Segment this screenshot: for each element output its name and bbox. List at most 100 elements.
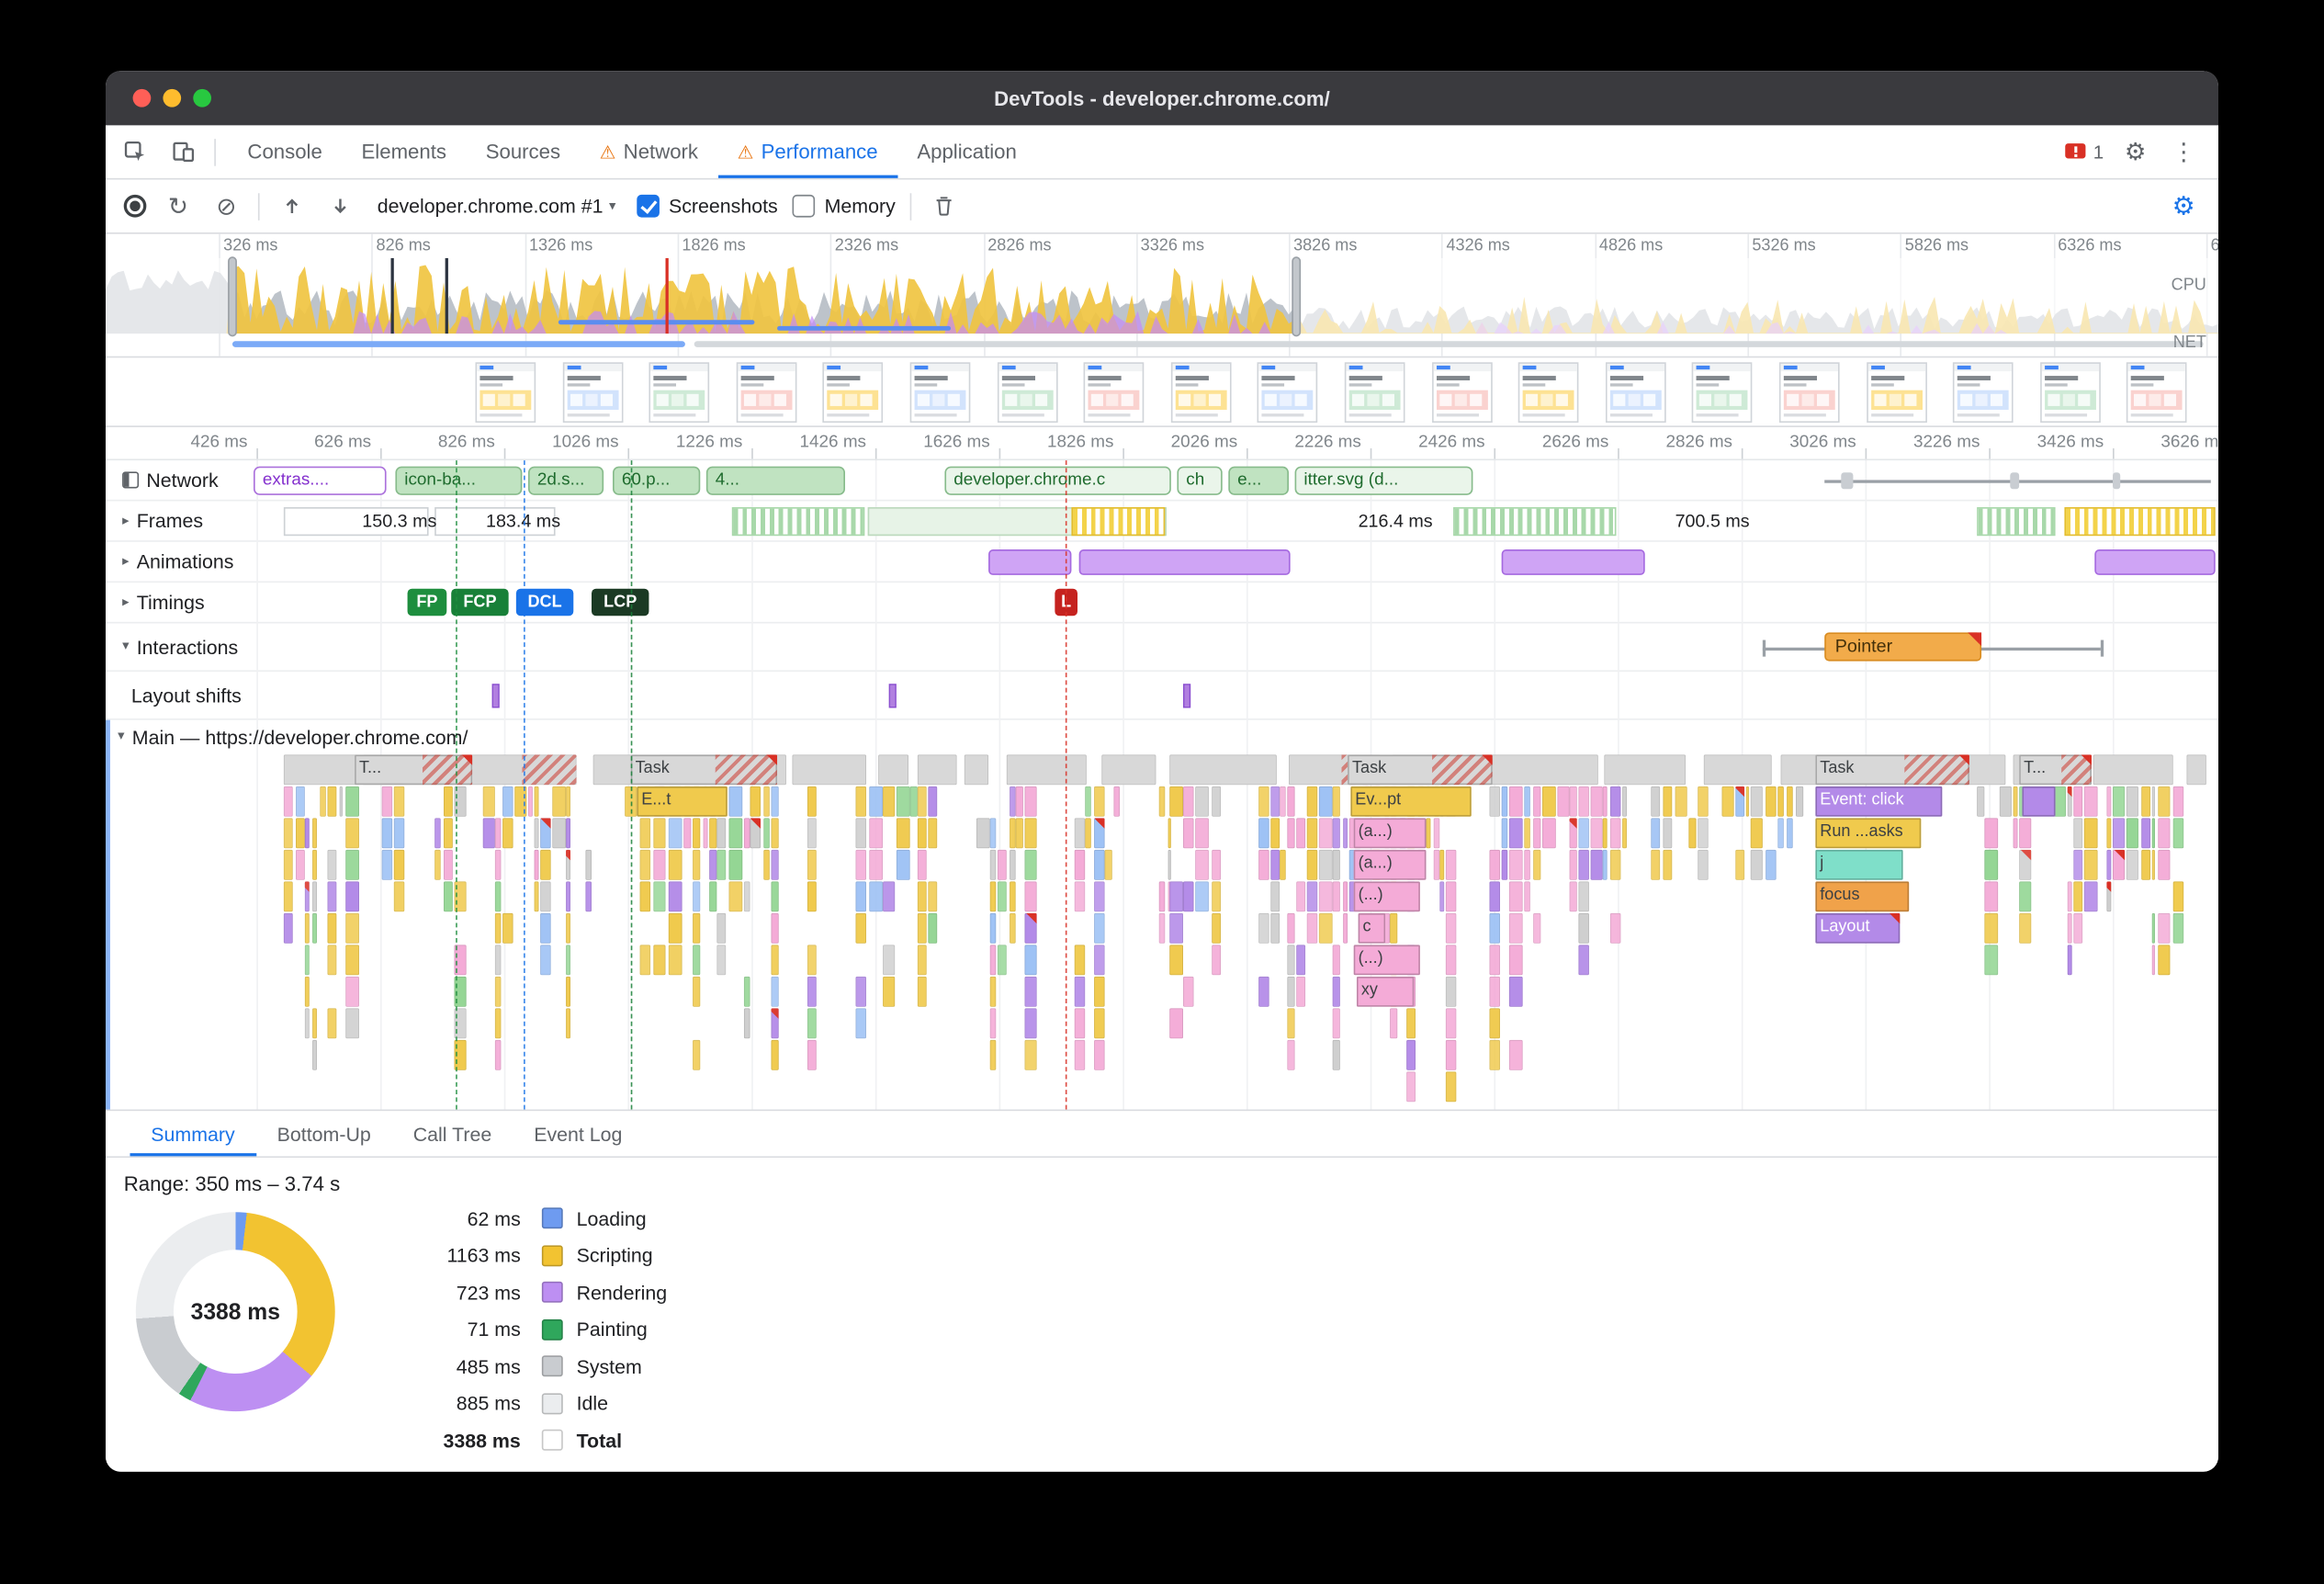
flame-bar[interactable] [668, 945, 683, 976]
flame-bar[interactable] [1984, 912, 1999, 944]
flame-bar[interactable] [2140, 818, 2151, 849]
flame-bar[interactable] [1306, 912, 1318, 944]
flame-bar[interactable] [552, 786, 566, 817]
flame-bar[interactable] [2083, 818, 2099, 849]
flame-bar[interactable] [339, 786, 344, 817]
flame-bar[interactable] [1488, 1039, 1500, 1070]
flame-bar[interactable] [1093, 945, 1104, 976]
bottom-tab-event-log[interactable]: Event Log [534, 1122, 623, 1146]
flame-bar[interactable] [1296, 945, 1306, 976]
network-request[interactable]: itter.svg (d... [1294, 466, 1473, 495]
flame-bar[interactable] [910, 786, 918, 817]
flame-bar[interactable] [1508, 786, 1522, 817]
flame-bar[interactable] [702, 818, 708, 849]
flame-bar[interactable] [883, 976, 897, 1007]
flame-bar[interactable] [762, 849, 771, 880]
flame-bar[interactable] [750, 818, 762, 849]
flame-bar[interactable] [566, 786, 571, 817]
flame-bar[interactable] [1445, 1071, 1457, 1103]
flame-bar[interactable] [750, 786, 762, 817]
flame-bar[interactable] [1024, 881, 1038, 912]
flame-bar[interactable] [771, 912, 779, 944]
flame-bar[interactable] [540, 945, 551, 976]
flame-bar[interactable] [1445, 976, 1457, 1007]
flame-bar[interactable] [1688, 818, 1696, 849]
tab-performance[interactable]: ⚠ Performance [717, 125, 897, 177]
network-request[interactable]: extras.... [253, 466, 387, 495]
flame-bar[interactable] [716, 945, 727, 976]
flame-bar[interactable] [1093, 849, 1104, 880]
flame-bar[interactable] [869, 849, 883, 880]
flame-bar[interactable] [652, 849, 666, 880]
flame-bar[interactable] [2068, 945, 2073, 976]
flame-bar[interactable] [693, 912, 701, 944]
flame-bar[interactable] [393, 818, 405, 849]
flame-bar[interactable] [1662, 818, 1673, 849]
flame-bar[interactable] [1508, 849, 1522, 880]
screenshot-thumbnail[interactable] [562, 362, 623, 423]
screenshots-checkbox[interactable] [637, 194, 660, 218]
flame-bar[interactable] [1488, 945, 1500, 976]
animations-track-label[interactable]: ▸ Animations [118, 549, 239, 573]
flame-bar[interactable] [1085, 786, 1092, 817]
flame-bar[interactable] [1786, 786, 1794, 817]
flame-bar[interactable] [1211, 912, 1222, 944]
flame-bar[interactable] [990, 1008, 996, 1039]
flame-bar[interactable] [1651, 849, 1661, 880]
main-thread-flame-chart[interactable]: T... Task Task Task T... E...t Ev...pt Event: c… [106, 753, 2218, 1110]
flame-bar[interactable] [990, 818, 996, 849]
chevron-right-icon[interactable]: ▸ [122, 513, 130, 528]
flame-bar[interactable] [1508, 912, 1522, 944]
screenshot-thumbnail[interactable] [1866, 362, 1927, 423]
flame-bar[interactable] [1508, 1039, 1522, 1070]
flame-bar[interactable] [693, 945, 701, 976]
bottom-tab-summary[interactable]: Summary [130, 1111, 255, 1156]
flame-event--[interactable]: (...) [1353, 945, 1420, 976]
flame-bar[interactable] [1609, 912, 1621, 944]
flame-bar[interactable] [1332, 945, 1340, 976]
flame-bar[interactable] [1211, 849, 1222, 880]
flame-bar[interactable] [305, 945, 310, 976]
flame-bar[interactable] [2151, 912, 2156, 944]
memory-toggle[interactable]: Memory [793, 194, 896, 218]
flame-bar[interactable] [495, 1008, 502, 1039]
flame-bar[interactable] [1999, 786, 2013, 817]
timing-badge-dcl[interactable]: DCL [515, 588, 574, 617]
flame-bar[interactable] [1318, 881, 1333, 912]
flame-bar[interactable] [1194, 818, 1209, 849]
flame-bar[interactable] [807, 818, 817, 849]
flame-bar[interactable] [869, 818, 883, 849]
network-request[interactable] [2010, 472, 2020, 490]
flame-bar[interactable] [668, 849, 683, 880]
flame-task-bar[interactable] [877, 754, 909, 786]
flame-bar[interactable] [1533, 818, 1541, 849]
flame-bar[interactable] [1286, 976, 1296, 1007]
flame-bar[interactable] [2158, 818, 2171, 849]
flame-bar[interactable] [2151, 849, 2156, 880]
flame-task-bar[interactable] [1168, 754, 1278, 786]
flame-bar[interactable] [639, 881, 651, 912]
main-thread-track-header[interactable]: ▾ Main — https://developer.chrome.com/ [106, 720, 2218, 753]
flame-bar[interactable] [1590, 849, 1603, 880]
flame-event-layout[interactable]: Layout [1815, 912, 1901, 944]
flame-bar[interactable] [728, 849, 742, 880]
flame-bar[interactable] [1433, 849, 1440, 880]
flame-bar[interactable] [1662, 786, 1673, 817]
flame-bar[interactable] [1169, 786, 1183, 817]
flame-bar[interactable] [1286, 912, 1296, 944]
flame-bar[interactable] [382, 786, 392, 817]
flame-bar[interactable] [1296, 818, 1306, 849]
flame-bar[interactable] [1557, 786, 1570, 817]
flame-bar[interactable] [540, 881, 551, 912]
flame-bar[interactable] [1578, 849, 1590, 880]
flame-bar[interactable] [1445, 912, 1457, 944]
flame-bar[interactable] [345, 976, 360, 1007]
network-request[interactable]: 2d.s... [527, 466, 604, 495]
flame-bar[interactable] [1488, 912, 1500, 944]
flame-bar[interactable] [1609, 818, 1621, 849]
flame-bar[interactable] [1306, 849, 1318, 880]
flame-bar[interactable] [566, 818, 571, 849]
flame-bar[interactable] [1570, 881, 1577, 912]
flame-bar[interactable] [1570, 849, 1577, 880]
flame-bar[interactable] [728, 818, 742, 849]
